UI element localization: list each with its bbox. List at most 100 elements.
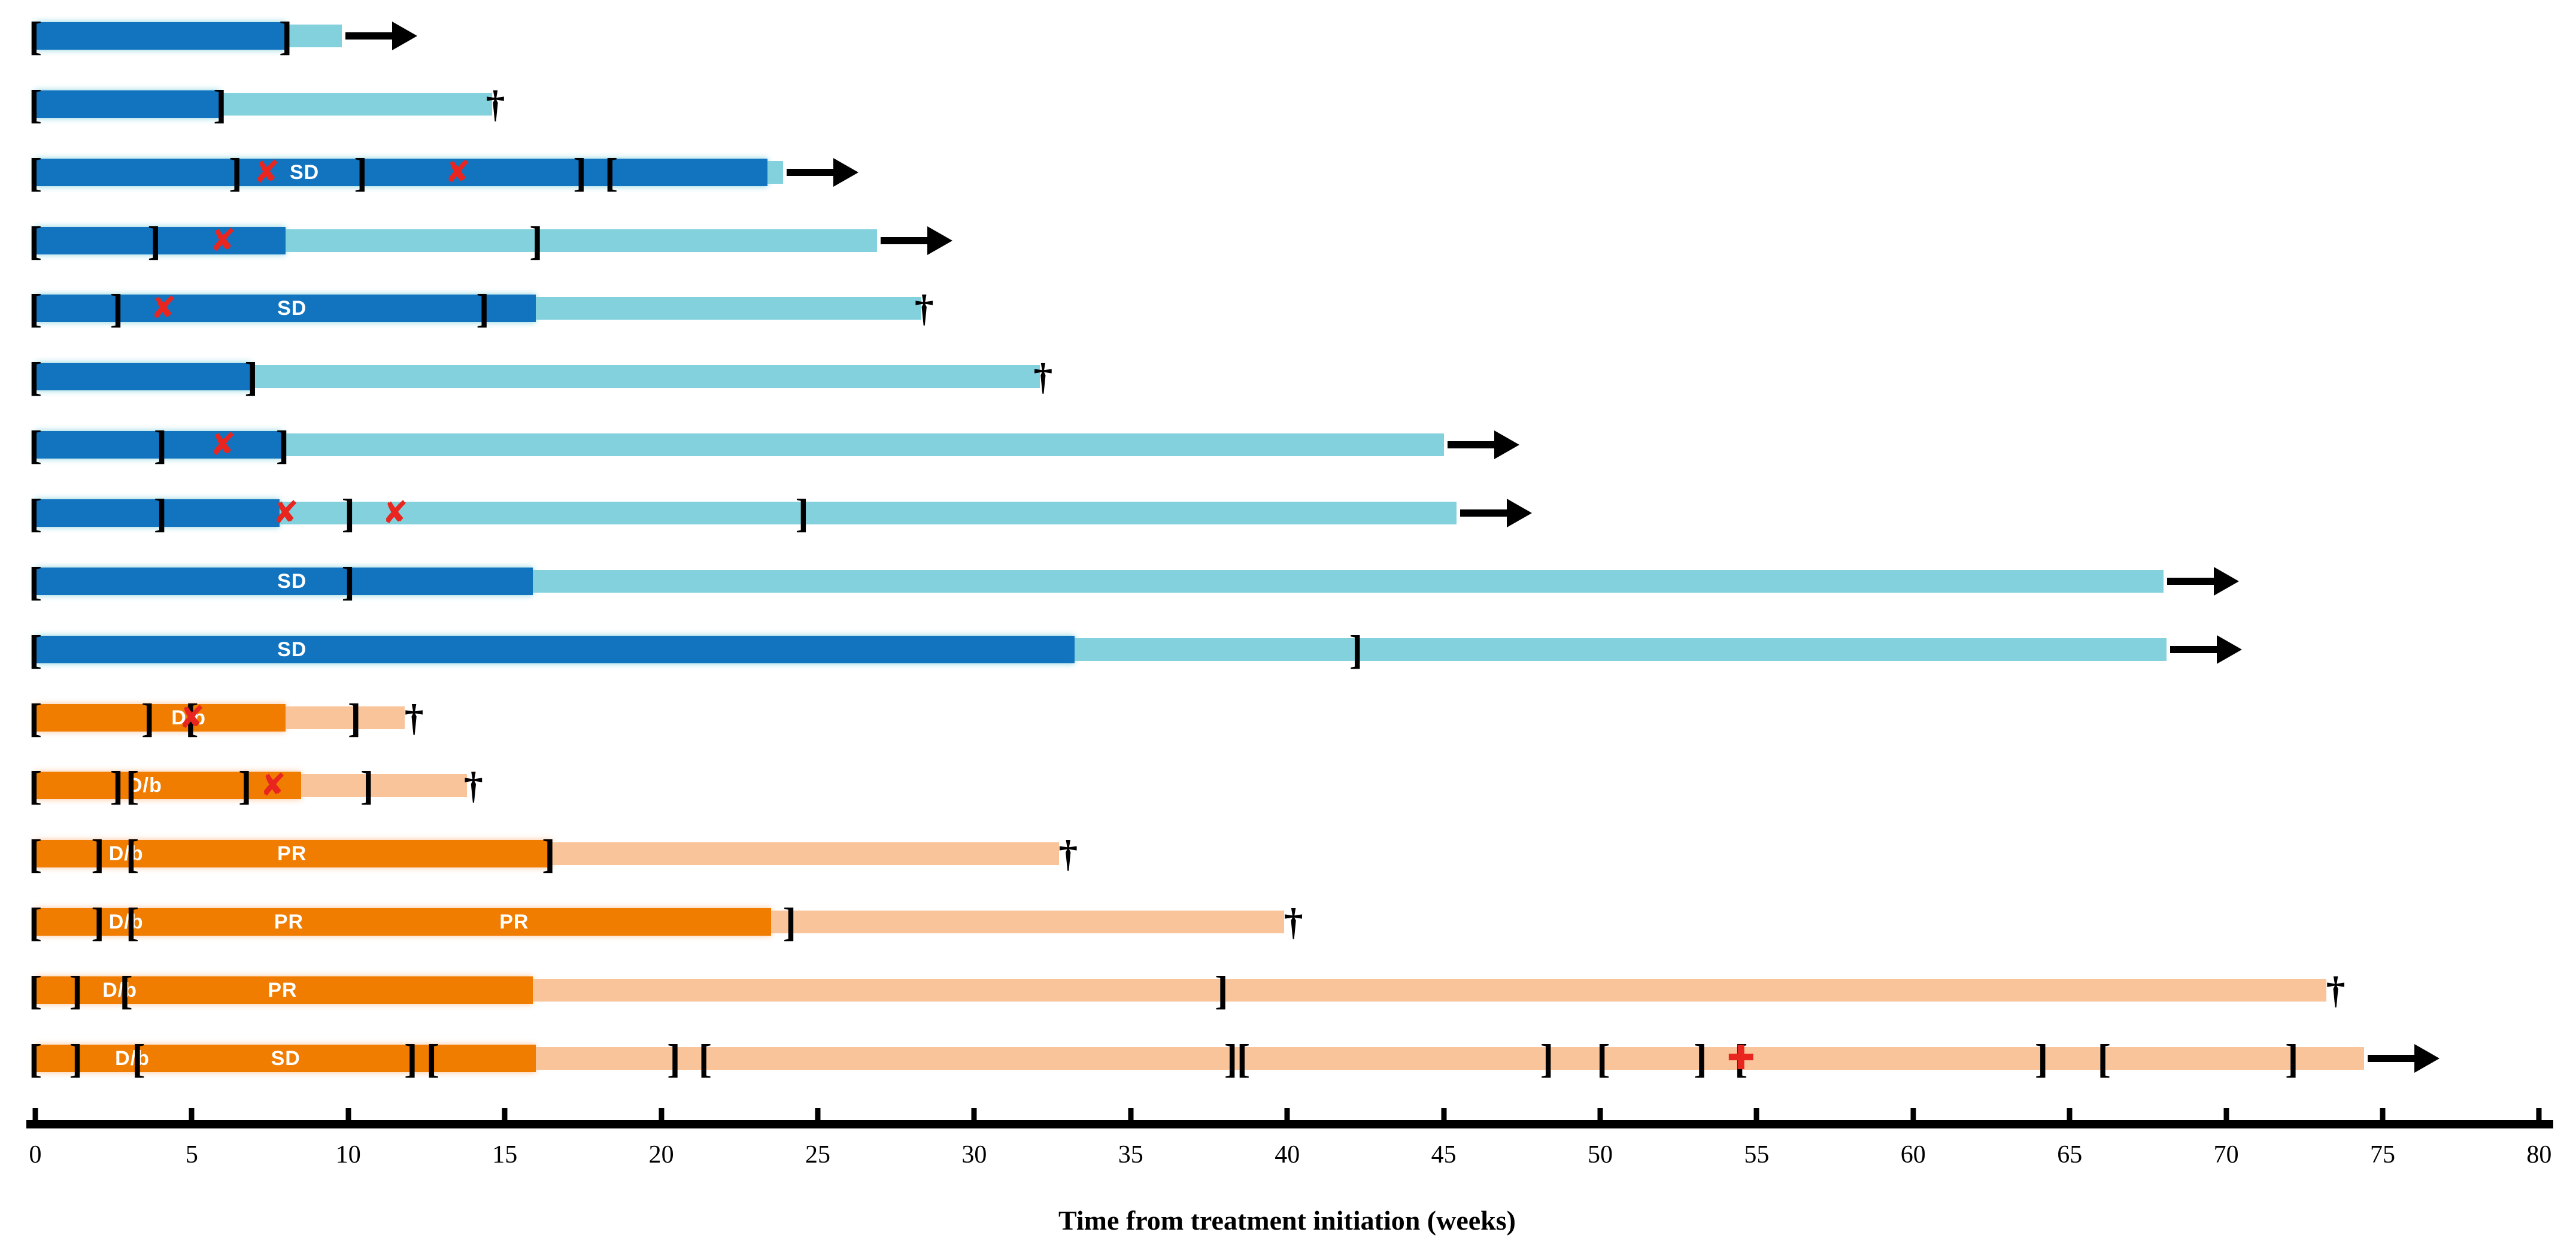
red-x-mark: ✘ — [210, 222, 236, 259]
close-bracket-mark: ] — [153, 490, 168, 536]
x-axis-tick-label: 15 — [492, 1141, 518, 1169]
open-bracket-mark: [ — [1596, 1035, 1610, 1081]
x-axis-title: Time from treatment initiation (weeks) — [1058, 1205, 1516, 1236]
x-axis-tick-label: 50 — [1588, 1141, 1613, 1169]
death-dagger: † — [1058, 832, 1078, 875]
red-plus-mark: ✚ — [1727, 1038, 1755, 1078]
open-bracket-mark: [ — [119, 967, 133, 1013]
response-label: D/b — [115, 1046, 150, 1070]
close-bracket-mark: ] — [667, 1035, 681, 1081]
open-bracket-mark: [ — [28, 626, 43, 672]
close-bracket-mark: ] — [2285, 1035, 2299, 1081]
response-label: D/b — [108, 911, 144, 934]
treatment-bar — [35, 226, 286, 254]
x-axis-tick — [1597, 1108, 1603, 1120]
x-axis-tick — [2380, 1108, 2386, 1120]
x-axis-tick-label: 40 — [1275, 1141, 1300, 1169]
open-bracket-mark: [ — [28, 13, 43, 59]
open-bracket-mark: [ — [132, 1035, 145, 1081]
open-bracket-mark: [ — [698, 1035, 712, 1081]
x-axis-tick — [189, 1108, 195, 1120]
death-dagger: † — [486, 82, 505, 125]
close-bracket-mark: ] — [529, 217, 543, 263]
treatment-bar — [35, 1044, 536, 1072]
open-bracket-mark: [ — [28, 763, 43, 809]
open-bracket-mark: [ — [185, 694, 199, 741]
close-bracket-mark: ] — [1215, 967, 1228, 1013]
open-bracket-mark: [ — [28, 354, 43, 400]
arrow-head — [833, 157, 859, 187]
open-bracket-mark: [ — [125, 831, 139, 877]
treatment-bar — [35, 363, 251, 391]
close-bracket-mark: ] — [573, 149, 587, 195]
x-axis-tick-label: 55 — [1744, 1141, 1770, 1169]
close-bracket-mark: ] — [275, 422, 290, 468]
close-bracket-mark: ] — [354, 149, 368, 195]
response-label: PR — [499, 911, 529, 934]
open-bracket-mark: [ — [28, 490, 43, 536]
red-x-mark: ✘ — [210, 427, 236, 463]
arrow-head — [2414, 1043, 2440, 1073]
arrow-shaft — [2170, 645, 2217, 653]
x-axis-tick-label: 10 — [335, 1141, 361, 1169]
treatment-bar — [35, 976, 533, 1004]
close-bracket-mark: ] — [1224, 1035, 1238, 1081]
arrow-head — [2217, 635, 2243, 664]
red-x-mark: ✘ — [260, 767, 287, 804]
x-axis-tick — [659, 1108, 665, 1120]
death-dagger: † — [1033, 355, 1053, 398]
close-bracket-mark: ] — [141, 694, 155, 741]
x-axis-tick-label: 30 — [961, 1141, 987, 1169]
open-bracket-mark: [ — [125, 763, 139, 809]
x-axis-tick-label: 0 — [29, 1141, 42, 1169]
response-label: PR — [268, 978, 298, 1002]
close-bracket-mark: ] — [1693, 1035, 1707, 1081]
x-axis-tick — [2067, 1108, 2073, 1120]
open-bracket-mark: [ — [1236, 1035, 1251, 1081]
arrow-shaft — [1447, 441, 1494, 449]
arrow-shaft — [2367, 1054, 2414, 1062]
close-bracket-mark: ] — [69, 967, 83, 1013]
death-dagger: † — [404, 696, 424, 739]
arrow-head — [1506, 498, 1532, 527]
x-axis-tick-label: 75 — [2370, 1141, 2395, 1169]
response-label: SD — [277, 297, 307, 320]
open-bracket-mark: [ — [604, 149, 618, 195]
close-bracket-mark: ] — [110, 763, 124, 809]
treatment-bar — [35, 295, 536, 323]
response-label: SD — [289, 160, 320, 184]
x-axis-tick — [2536, 1108, 2542, 1120]
response-label: D/b — [128, 774, 162, 797]
treatment-bar — [35, 567, 533, 595]
x-axis-tick-label: 20 — [648, 1141, 674, 1169]
x-axis-tick-label: 80 — [2526, 1141, 2552, 1169]
x-axis-tick-label: 35 — [1118, 1141, 1143, 1169]
treatment-bar — [35, 635, 1075, 663]
close-bracket-mark: ] — [2034, 1035, 2049, 1081]
red-x-mark: ✘ — [178, 699, 205, 736]
close-bracket-mark: ] — [347, 694, 362, 741]
response-label: SD — [277, 638, 307, 661]
x-axis-tick — [502, 1108, 508, 1120]
treatment-bar — [35, 431, 283, 459]
open-bracket-mark: [ — [28, 558, 43, 604]
close-bracket-mark: ] — [360, 763, 374, 809]
close-bracket-mark: ] — [238, 763, 252, 809]
close-bracket-mark: ] — [278, 13, 293, 59]
arrow-shaft — [881, 236, 928, 244]
x-axis-tick — [345, 1108, 351, 1120]
treatment-bar — [35, 90, 220, 118]
close-bracket-mark: ] — [782, 899, 797, 945]
red-x-mark: ✘ — [444, 154, 471, 190]
treatment-bar — [35, 158, 768, 186]
death-dagger: † — [2326, 968, 2346, 1011]
x-axis-tick — [1910, 1108, 1916, 1120]
arrow-shaft — [787, 168, 834, 176]
response-label: D/b — [171, 706, 207, 729]
open-bracket-mark: [ — [28, 81, 43, 127]
close-bracket-mark: ] — [229, 149, 242, 195]
treatment-bar — [35, 703, 286, 732]
open-bracket-mark: [ — [28, 1035, 43, 1081]
close-bracket-mark: ] — [91, 899, 105, 945]
